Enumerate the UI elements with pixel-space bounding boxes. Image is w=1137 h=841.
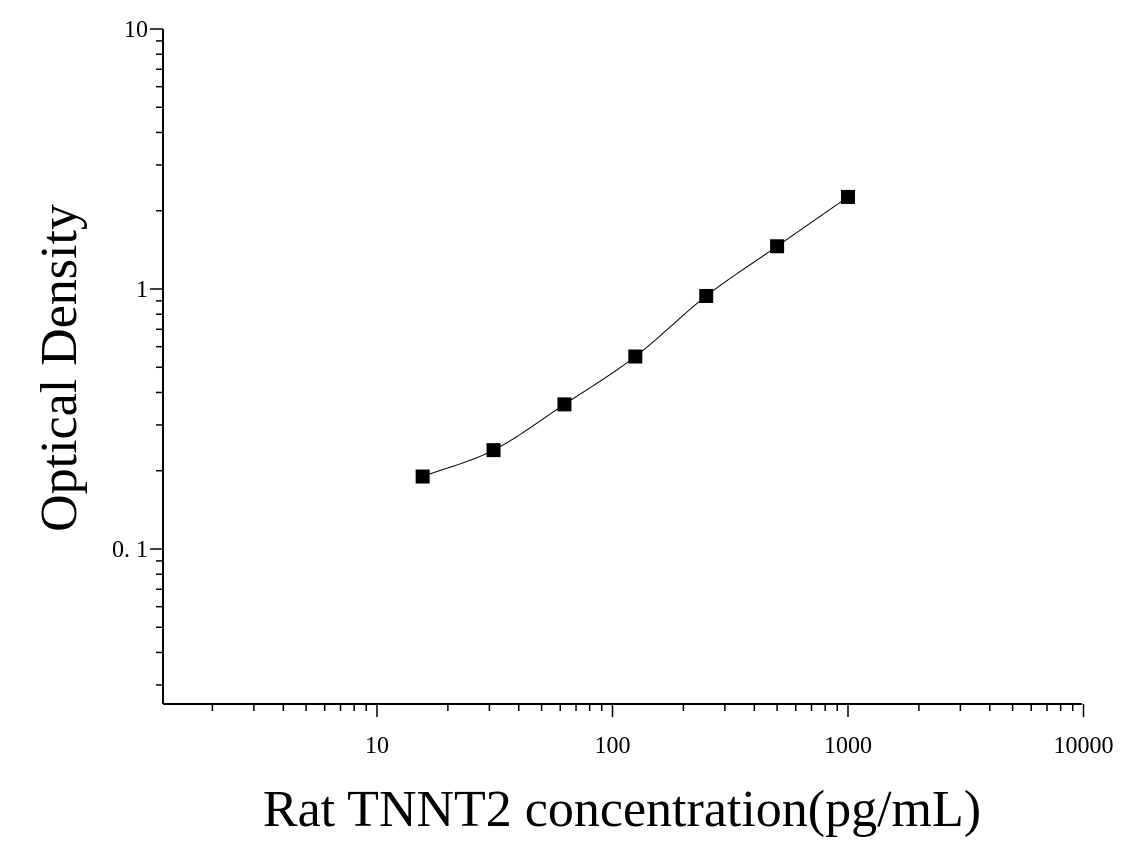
data-point <box>557 397 572 412</box>
x-axis-title: Rat TNNT2 concentration(pg/mL) <box>263 781 981 838</box>
data-points <box>415 189 855 484</box>
data-point <box>415 469 430 484</box>
axes <box>162 29 1082 705</box>
x-tick-label: 100 <box>595 733 631 759</box>
y-tick-label: 10 <box>124 17 148 43</box>
data-point <box>770 239 785 254</box>
x-tick-label: 1000 <box>824 733 872 759</box>
y-axis-ticks: 0. 1 1 10 <box>112 17 163 686</box>
y-tick-label: 0. 1 <box>112 537 148 563</box>
x-axis-ticks: 10 100 1000 10000 <box>211 704 1114 759</box>
data-point <box>699 288 714 303</box>
data-point <box>841 189 855 204</box>
fit-curve <box>422 196 849 477</box>
y-axis-title: Optical Density <box>31 204 88 532</box>
y-tick-label: 1 <box>136 277 148 303</box>
data-point <box>486 443 501 458</box>
x-tick-label: 10 <box>365 733 389 759</box>
x-tick-label: 10000 <box>1054 733 1114 759</box>
data-point <box>628 349 643 364</box>
